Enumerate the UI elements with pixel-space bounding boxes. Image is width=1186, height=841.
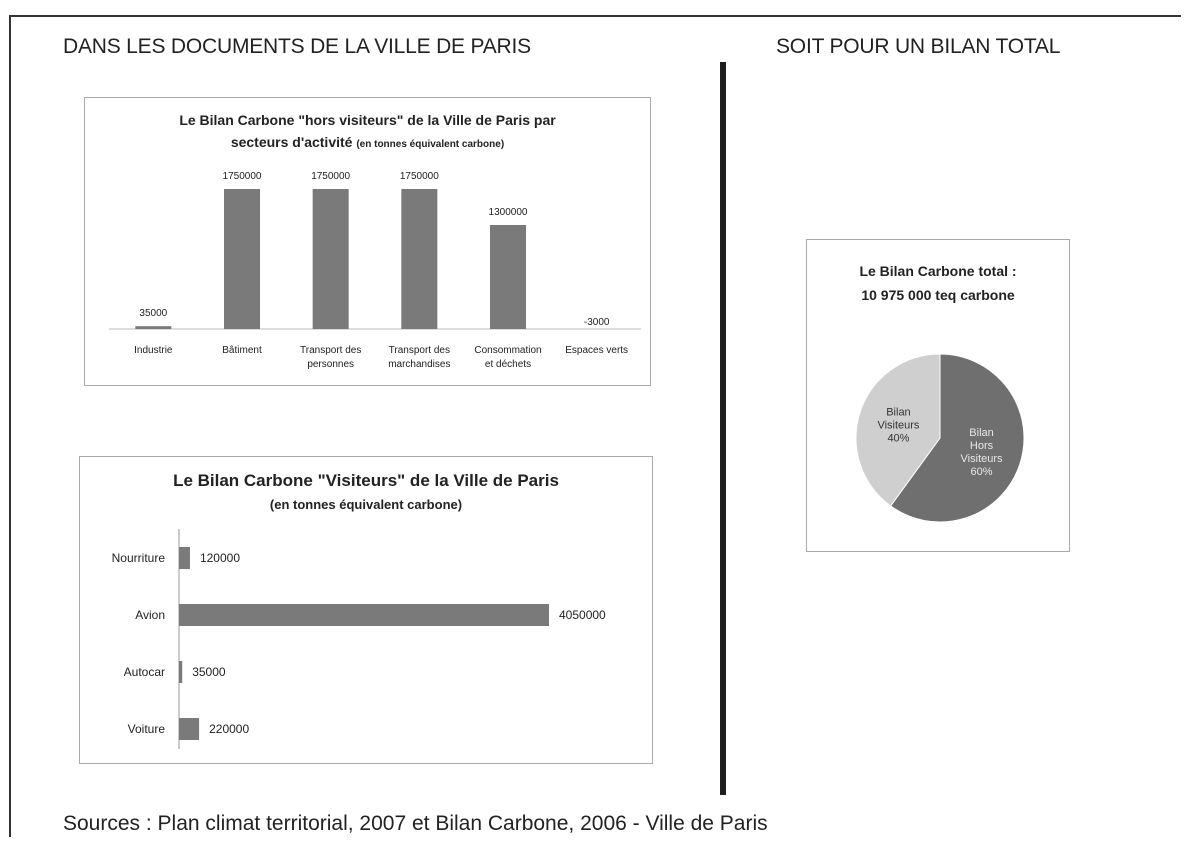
chart3-slice-label: Hors: [970, 440, 994, 452]
chart3-slice-label: Bilan: [969, 427, 993, 439]
chart1-category-label: Transport des: [300, 345, 361, 356]
chart1-title-line1: Le Bilan Carbone "hors visiteurs" de la …: [179, 112, 556, 128]
chart1-subtitle: (en tonnes équivalent carbone): [356, 139, 505, 150]
chart1-bar: [224, 189, 260, 329]
chart1-title-line2: secteurs d'activité (en tonnes équivalen…: [85, 134, 650, 150]
chart1-data-label: 1750000: [400, 171, 439, 182]
chart1-data-label: 1750000: [311, 171, 350, 182]
chart2-category-label: Nourriture: [112, 551, 166, 565]
chart2-data-label: 4050000: [559, 608, 606, 622]
chart2-category-label: Avion: [135, 608, 165, 622]
chart1-bar: [401, 189, 438, 329]
vertical-divider: [720, 62, 726, 795]
right-heading: SOIT POUR UN BILAN TOTAL: [776, 35, 1061, 58]
bilan-total-chart: Le Bilan Carbone total : 10 975 000 teq …: [806, 239, 1070, 552]
chart1-bar: [490, 225, 526, 329]
chart1-title-text: secteurs d'activité: [230, 134, 353, 150]
chart1-data-label: 1750000: [223, 171, 262, 182]
hors-visiteurs-chart: Le Bilan Carbone "hors visiteurs" de la …: [84, 97, 651, 386]
chart3-slice-label: Visiteurs: [877, 420, 919, 432]
chart1-category-label: Industrie: [134, 345, 173, 356]
chart1-data-label: 1300000: [489, 207, 528, 218]
chart3-slice-label: Visiteurs: [961, 453, 1003, 465]
chart2-category-label: Voiture: [128, 722, 166, 736]
chart2-subtitle: (en tonnes équivalent carbone): [269, 497, 463, 512]
chart1-bar: [312, 189, 349, 329]
chart1-category-label: marchandises: [388, 359, 450, 370]
chart3-title-line2: 10 975 000 teq carbone: [861, 287, 1015, 303]
chart2-data-label: 35000: [192, 665, 226, 679]
chart1-category-label: Transport des: [389, 345, 450, 356]
chart2-bar: [179, 604, 549, 626]
chart1-category-label: Espaces verts: [565, 345, 628, 356]
chart3-slice: [855, 353, 941, 507]
chart1-category-label: personnes: [307, 359, 354, 370]
chart3-slice: [889, 353, 1025, 523]
chart1-category-label: Bâtiment: [222, 345, 262, 356]
page-frame: [9, 15, 1181, 837]
left-heading: DANS LES DOCUMENTS DE LA VILLE DE PARIS: [63, 35, 531, 58]
chart1-data-label: -3000: [584, 317, 610, 328]
chart2-bar: [179, 661, 183, 683]
chart3-slice-label: 60%: [971, 466, 993, 478]
chart2-bar: [179, 547, 190, 569]
chart1-plot: 35000 Industrie 1750000 Bâtiment 1750000 Tran…: [109, 171, 641, 370]
chart1-category-label: et déchets: [485, 359, 531, 370]
chart2-title: Le Bilan Carbone "Visiteurs" de la Ville…: [173, 471, 559, 490]
chart2-category-label: Autocar: [124, 665, 165, 679]
chart2-data-label: 120000: [200, 551, 240, 565]
chart1-category-label: Consommation: [474, 345, 541, 356]
chart3-title-line1: Le Bilan Carbone total :: [859, 263, 1017, 279]
visiteurs-chart: Le Bilan Carbone "Visiteurs" de la Ville…: [79, 456, 653, 764]
chart2-plot: Nourriture 120000 Avion 4050000 Autocar 35000…: [112, 529, 606, 749]
chart2-data-label: 220000: [209, 722, 249, 736]
sources-note: Sources : Plan climat territorial, 2007 …: [63, 812, 768, 835]
chart2-bar: [179, 718, 200, 740]
chart3-slice-label: 40%: [887, 433, 909, 445]
chart3-slice-label: Bilan: [886, 407, 910, 419]
chart1-bar: [135, 326, 172, 329]
chart1-data-label: 35000: [139, 308, 167, 319]
